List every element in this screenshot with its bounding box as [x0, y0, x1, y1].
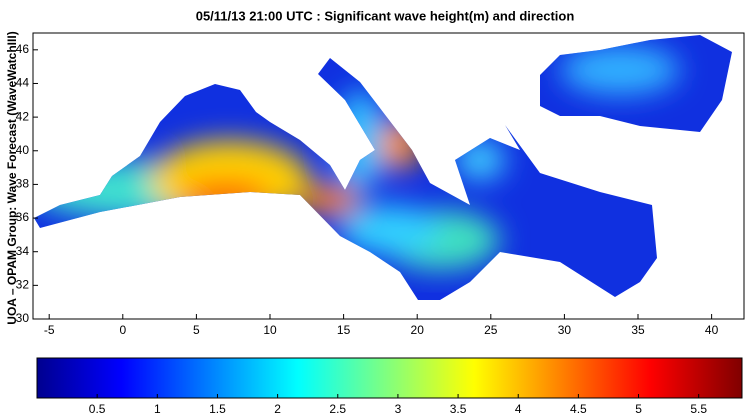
colorbar-tick-label: 1 [154, 402, 161, 416]
y-tick-label: 40 [16, 143, 30, 157]
y-tick-label: 30 [16, 311, 30, 325]
x-tick-label: 20 [411, 323, 425, 337]
y-tick-label: 36 [16, 210, 30, 224]
colorbar-axis: 0.5 1 1.5 2 2.5 3 3.5 4 4.5 5 5.5 [89, 394, 707, 416]
y-tick-label: 42 [16, 109, 30, 123]
x-tick-label: 15 [337, 323, 351, 337]
colorbar-tick-label: 3 [395, 402, 402, 416]
y-tick-label: 32 [16, 278, 30, 292]
colorbar-tick-label: 2.5 [329, 402, 346, 416]
colorbar-tick-label: 5.5 [690, 402, 707, 416]
colorbar-tick-label: 4 [515, 402, 522, 416]
x-tick-label: 30 [558, 323, 572, 337]
y-axis: 30 32 34 36 38 40 42 44 46 [16, 42, 38, 325]
y-tick-label: 38 [16, 177, 30, 191]
colorbar-tick-label: 3.5 [450, 402, 467, 416]
x-tick-label: 5 [193, 323, 200, 337]
y-tick-label: 46 [16, 42, 30, 56]
colorbar [36, 357, 743, 399]
colorbar-tick-label: 1.5 [209, 402, 226, 416]
y-tick-label: 34 [16, 244, 30, 258]
x-tick-label: 35 [631, 323, 645, 337]
colorbar-tick-label: 4.5 [570, 402, 587, 416]
x-tick-label: 0 [119, 323, 126, 337]
colorbar-tick-label: 5 [635, 402, 642, 416]
y-axis-label: UOA – OPAM Group: Wave Forecast (WaveWat… [5, 31, 19, 324]
x-tick-label: 25 [484, 323, 498, 337]
x-tick-label: 10 [263, 323, 277, 337]
y-tick-label: 44 [16, 76, 30, 90]
colorbar-tick-label: 2 [274, 402, 281, 416]
x-axis: -5 0 5 10 15 20 25 30 35 40 [44, 314, 719, 337]
title: 05/11/13 21:00 UTC : Significant wave he… [196, 8, 575, 23]
colorbar-tick-label: 0.5 [89, 402, 106, 416]
x-tick-label: -5 [44, 323, 55, 337]
x-tick-label: 40 [705, 323, 719, 337]
